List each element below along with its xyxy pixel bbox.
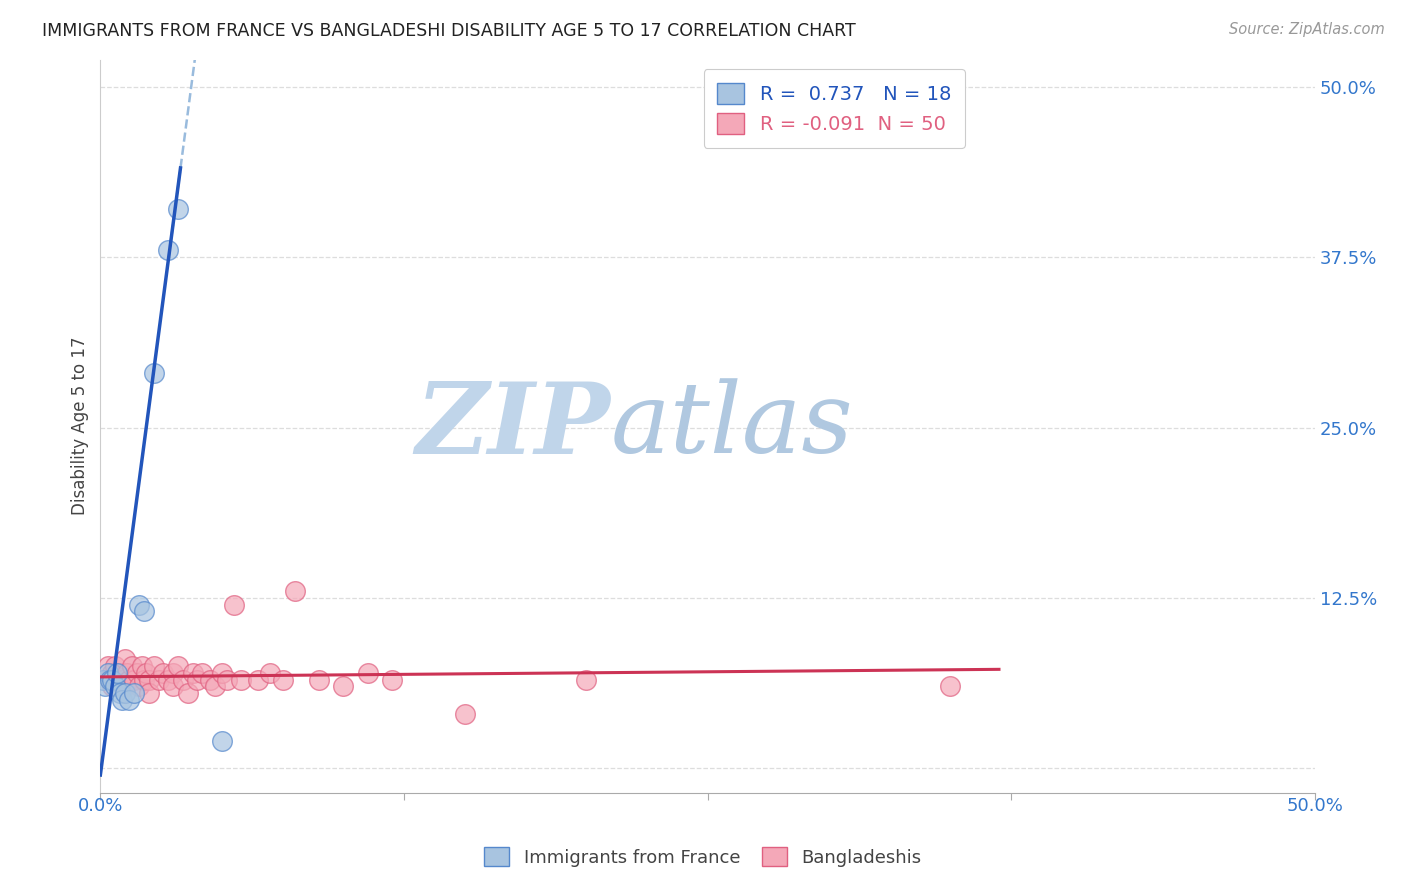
Text: 50.0%: 50.0% bbox=[1286, 797, 1343, 814]
Point bbox=[381, 673, 404, 687]
Point bbox=[167, 202, 190, 217]
Point bbox=[162, 665, 184, 680]
Point bbox=[128, 680, 150, 694]
Point bbox=[114, 686, 136, 700]
Point bbox=[118, 673, 141, 687]
Point bbox=[124, 673, 146, 687]
Point bbox=[114, 652, 136, 666]
Point bbox=[128, 598, 150, 612]
Point bbox=[162, 680, 184, 694]
Point bbox=[157, 244, 180, 258]
Legend: Immigrants from France, Bangladeshis: Immigrants from France, Bangladeshis bbox=[477, 840, 929, 874]
Point bbox=[211, 734, 233, 748]
Point bbox=[332, 680, 354, 694]
Text: atlas: atlas bbox=[610, 378, 853, 474]
Point bbox=[98, 673, 121, 687]
Point bbox=[575, 673, 598, 687]
Point bbox=[142, 659, 165, 673]
Point bbox=[101, 673, 124, 687]
Point bbox=[114, 680, 136, 694]
Point bbox=[222, 598, 245, 612]
Point bbox=[104, 680, 127, 694]
Y-axis label: Disability Age 5 to 17: Disability Age 5 to 17 bbox=[72, 337, 89, 516]
Text: Source: ZipAtlas.com: Source: ZipAtlas.com bbox=[1229, 22, 1385, 37]
Text: 0.0%: 0.0% bbox=[77, 797, 124, 814]
Point bbox=[186, 673, 208, 687]
Point bbox=[177, 686, 200, 700]
Point bbox=[105, 673, 128, 687]
Point bbox=[259, 665, 281, 680]
Point bbox=[124, 686, 146, 700]
Point bbox=[204, 680, 226, 694]
Text: IMMIGRANTS FROM FRANCE VS BANGLADESHI DISABILITY AGE 5 TO 17 CORRELATION CHART: IMMIGRANTS FROM FRANCE VS BANGLADESHI DI… bbox=[42, 22, 856, 40]
Point bbox=[132, 605, 155, 619]
Point bbox=[152, 665, 174, 680]
Point bbox=[132, 673, 155, 687]
Point bbox=[284, 584, 307, 599]
Point bbox=[211, 665, 233, 680]
Point bbox=[148, 673, 170, 687]
Point bbox=[308, 673, 330, 687]
Point bbox=[105, 665, 128, 680]
Point bbox=[231, 673, 253, 687]
Text: ZIP: ZIP bbox=[415, 378, 610, 475]
Point bbox=[94, 680, 117, 694]
Legend: R =  0.737   N = 18, R = -0.091  N = 50: R = 0.737 N = 18, R = -0.091 N = 50 bbox=[703, 70, 965, 148]
Point bbox=[157, 673, 180, 687]
Point bbox=[142, 366, 165, 380]
Point bbox=[118, 693, 141, 707]
Point bbox=[198, 673, 221, 687]
Point bbox=[115, 665, 138, 680]
Point bbox=[167, 659, 190, 673]
Point bbox=[453, 706, 475, 721]
Point bbox=[111, 693, 134, 707]
Point bbox=[101, 665, 124, 680]
Point bbox=[247, 673, 270, 687]
Point bbox=[111, 673, 134, 687]
Point bbox=[108, 665, 131, 680]
Point bbox=[97, 659, 120, 673]
Point bbox=[121, 659, 143, 673]
Point bbox=[125, 665, 148, 680]
Point bbox=[191, 665, 214, 680]
Point bbox=[181, 665, 204, 680]
Point bbox=[138, 673, 160, 687]
Point bbox=[939, 680, 962, 694]
Point bbox=[271, 673, 294, 687]
Point bbox=[104, 659, 127, 673]
Point bbox=[91, 673, 114, 687]
Point bbox=[138, 686, 160, 700]
Point bbox=[135, 665, 157, 680]
Point bbox=[215, 673, 238, 687]
Point bbox=[131, 659, 153, 673]
Point bbox=[101, 680, 124, 694]
Point bbox=[98, 673, 121, 687]
Point bbox=[108, 686, 131, 700]
Point bbox=[172, 673, 194, 687]
Point bbox=[97, 665, 120, 680]
Point bbox=[356, 665, 378, 680]
